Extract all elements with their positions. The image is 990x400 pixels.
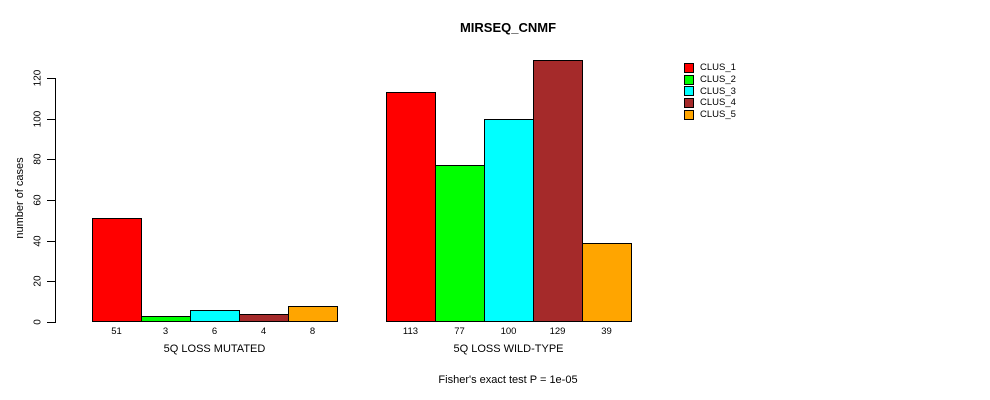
legend-label: CLUS_2 (700, 74, 736, 86)
bar (386, 92, 436, 322)
legend-entry: CLUS_1 (684, 62, 736, 74)
y-axis-tick-label: 100 (32, 110, 44, 127)
y-axis-tick (47, 159, 55, 161)
y-axis-tick-label: 80 (32, 153, 44, 165)
bar (239, 314, 289, 322)
bar-value-label: 100 (500, 326, 517, 337)
bar-value-label: 39 (601, 326, 612, 337)
legend-swatch (684, 86, 694, 97)
legend-swatch (684, 97, 694, 108)
bar-value-label: 51 (111, 326, 122, 337)
bar (533, 60, 583, 322)
y-axis-tick-label: 0 (32, 319, 44, 325)
legend-label: CLUS_5 (700, 109, 736, 121)
y-axis-tick-label: 40 (32, 235, 44, 247)
legend-entry: CLUS_4 (684, 97, 736, 109)
y-axis-line (55, 78, 56, 323)
bar-value-label: 3 (162, 326, 169, 337)
legend-label: CLUS_4 (700, 97, 736, 109)
x-axis-group-label: 5Q LOSS MUTATED (163, 343, 266, 355)
y-axis-tick (47, 322, 55, 323)
x-axis-group-label: 5Q LOSS WILD-TYPE (453, 343, 564, 355)
y-axis-tick-label: 20 (32, 275, 44, 287)
bar (484, 119, 534, 322)
y-axis-tick (47, 118, 55, 120)
footer-text: Fisher's exact test P = 1e-05 (438, 374, 578, 386)
bar-value-label: 113 (402, 326, 419, 337)
y-axis-tick (47, 200, 55, 201)
bar-value-label: 4 (260, 326, 267, 337)
bar-value-label: 6 (211, 326, 218, 337)
bar (141, 316, 191, 322)
bar (288, 306, 338, 322)
bar (582, 243, 632, 322)
legend: CLUS_1 CLUS_2 CLUS_3 CLUS_4 CLUS_5 (684, 62, 736, 120)
bar (435, 165, 485, 322)
chart-title: MIRSEQ_CNMF (459, 20, 557, 35)
legend-swatch (684, 109, 694, 120)
legend-entry: CLUS_5 (684, 109, 736, 121)
y-axis-tick-label: 120 (32, 69, 44, 87)
bar-value-label: 77 (454, 326, 465, 337)
legend-entry: CLUS_2 (684, 74, 736, 86)
y-axis-tick (47, 78, 55, 79)
bar (92, 218, 142, 322)
legend-label: CLUS_1 (700, 62, 736, 74)
legend-entry: CLUS_3 (684, 85, 736, 97)
y-axis-label: number of cases (14, 157, 26, 239)
bar-value-label: 8 (309, 326, 316, 337)
bar-value-label: 129 (549, 326, 566, 337)
y-axis-tick-label: 60 (32, 194, 44, 206)
y-axis-tick (47, 281, 55, 283)
y-axis-tick (47, 240, 55, 242)
legend-swatch (684, 62, 694, 73)
bar (190, 310, 240, 322)
legend-label: CLUS_3 (700, 85, 736, 97)
legend-swatch (684, 74, 694, 85)
